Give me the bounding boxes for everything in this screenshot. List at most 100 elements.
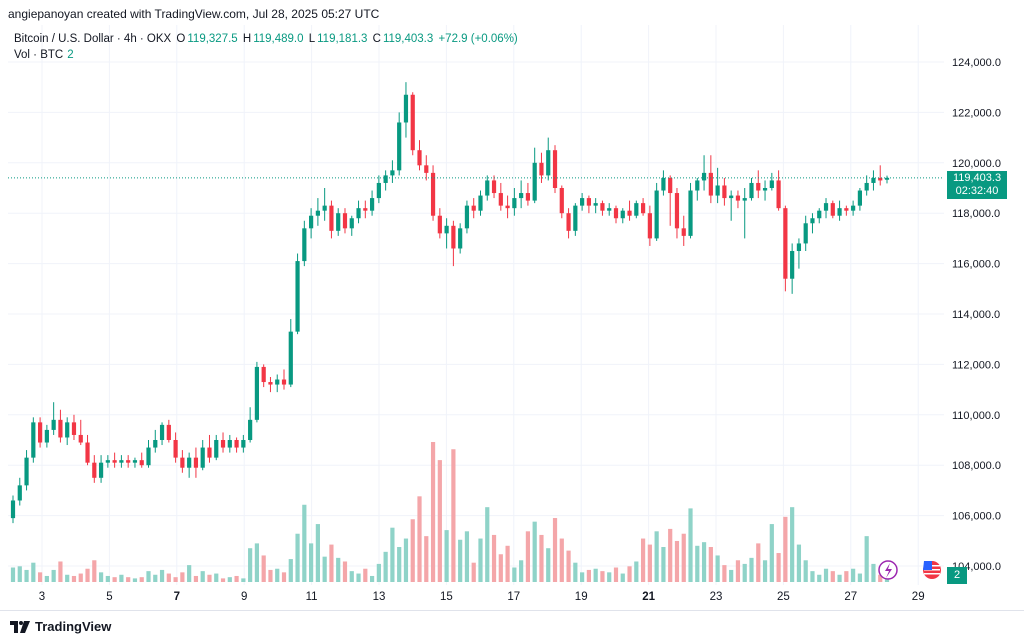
candle-body: [783, 208, 788, 279]
volume-bar: [546, 548, 551, 582]
volume-bar: [871, 563, 876, 582]
candle-body: [309, 215, 314, 229]
volume-bar: [762, 560, 768, 582]
candle-body: [376, 182, 381, 199]
high-label: H: [242, 33, 252, 45]
volume-bar: [10, 567, 16, 582]
candle-body: [749, 182, 754, 199]
volume-bar: [756, 543, 761, 582]
volume-value: 2: [67, 49, 74, 61]
x-tick-label: 19: [575, 591, 588, 603]
volume-bar: [92, 560, 97, 582]
change-value: +72.9 (+0.06%): [438, 33, 518, 45]
candle-body: [830, 203, 835, 216]
candle-body: [566, 213, 571, 231]
volume-bar: [674, 540, 680, 582]
time-axis[interactable]: 3 5 7 9 11 13 15 17 19 21 23 25 27 29: [39, 591, 925, 603]
volume-bar: [620, 573, 625, 582]
volume-bar: [71, 575, 77, 582]
tradingview-logo[interactable]: TradingView: [10, 619, 111, 634]
volume-bar: [458, 539, 463, 582]
candle-body: [823, 203, 829, 211]
candle-body: [810, 218, 815, 224]
volume-bar: [356, 573, 361, 582]
candle-body: [234, 440, 239, 448]
volume-bar: [65, 574, 70, 582]
volume-bar: [38, 572, 43, 582]
volume-bar: [430, 442, 436, 582]
volume-bar: [105, 575, 110, 582]
candle-body: [261, 366, 266, 383]
volume-bar: [166, 573, 171, 582]
candle-body: [762, 188, 768, 191]
y-tick-label: 112,000.0: [952, 359, 1000, 371]
candle-body: [735, 195, 741, 201]
volume-bar: [119, 574, 124, 582]
candle-body: [336, 213, 341, 231]
volume-bar: [735, 560, 741, 582]
footer-logo-text: TradingView: [35, 619, 112, 634]
last-price-value: 119,403.3: [952, 172, 1002, 184]
volume-bar: [600, 571, 605, 582]
volume-bar: [336, 557, 341, 582]
candle-body: [559, 188, 564, 214]
volume-bar: [410, 519, 415, 582]
volume-bar: [884, 578, 890, 582]
x-tick-label: 15: [440, 591, 453, 603]
candle-body: [78, 434, 83, 443]
volume-bar: [85, 568, 90, 582]
candle-body: [187, 457, 192, 468]
candle-body: [268, 382, 273, 385]
candle-body: [65, 422, 70, 438]
volume-bar: [17, 566, 22, 582]
volume-bar: [573, 562, 578, 582]
candle-body: [871, 177, 876, 183]
candle-body: [722, 185, 727, 199]
candle-body: [139, 460, 144, 466]
price-axis[interactable]: 124,000.0 122,000.0 120,000.0 118,000.0 116,…: [952, 57, 1001, 573]
y-tick-label: 108,000.0: [952, 460, 1001, 472]
volume-legend[interactable]: Vol · BTC 2: [14, 49, 74, 61]
volume-bar: [187, 565, 192, 582]
candle-body: [58, 419, 63, 438]
candle-body: [356, 208, 361, 219]
volume-bar: [329, 544, 334, 582]
candle-body: [71, 422, 77, 435]
x-tick-label: 11: [306, 591, 318, 603]
y-tick-label: 106,000.0: [952, 511, 1001, 523]
volume-bar: [634, 561, 639, 582]
volume-bar: [783, 516, 788, 582]
volume-bar: [227, 577, 232, 582]
volume-bar: [485, 507, 490, 582]
volume-bar: [505, 545, 510, 582]
open-label: O: [176, 33, 186, 45]
volume-bar: [220, 578, 226, 582]
candle-body: [552, 150, 558, 188]
volume-bar: [369, 575, 375, 582]
volume-bar: [566, 550, 571, 582]
candle-body: [634, 203, 639, 216]
candle-body: [519, 193, 524, 199]
candle-body: [458, 228, 463, 249]
candle-body: [729, 195, 734, 199]
volume-bar: [803, 560, 808, 582]
us-flag-icon[interactable]: [923, 561, 941, 579]
candle-body: [369, 198, 375, 211]
lightning-icon[interactable]: [878, 560, 898, 580]
symbol-name[interactable]: Bitcoin / U.S. Dollar · 4h · OKX: [14, 33, 172, 45]
candle-body: [464, 205, 470, 229]
volume-bar: [295, 533, 300, 582]
volume-bar: [44, 575, 49, 582]
volume-bar: [180, 572, 185, 582]
volume-bar: [823, 568, 829, 582]
candle-body: [349, 218, 354, 229]
candle-body: [241, 440, 246, 448]
candle-body: [390, 170, 395, 176]
candle-body: [342, 213, 348, 229]
x-tick-label: 5: [106, 591, 112, 603]
volume-bar: [302, 504, 307, 582]
candle-body: [478, 195, 483, 211]
volume-bar: [796, 544, 802, 582]
candle-body: [85, 442, 90, 463]
